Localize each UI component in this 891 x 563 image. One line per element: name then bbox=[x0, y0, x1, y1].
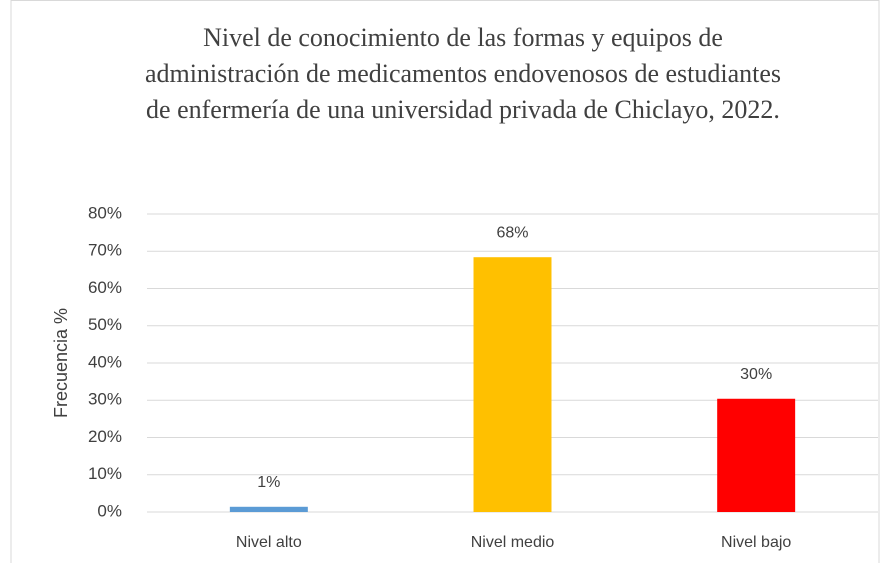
x-tick-label: Nivel medio bbox=[471, 534, 555, 551]
y-tick-label: 40% bbox=[88, 352, 122, 371]
y-tick-label: 50% bbox=[88, 315, 122, 334]
x-tick-label: Nivel bajo bbox=[721, 534, 791, 551]
bar bbox=[717, 398, 796, 512]
data-label: 1% bbox=[257, 474, 280, 491]
bar bbox=[229, 506, 308, 512]
chart-title: Nivel de conocimiento de las formas y eq… bbox=[144, 23, 782, 124]
y-tick-label: 80% bbox=[88, 203, 122, 222]
data-label: 30% bbox=[740, 366, 772, 383]
y-tick-label: 0% bbox=[97, 501, 122, 520]
x-tick-label: Nivel alto bbox=[236, 534, 302, 551]
data-label: 68% bbox=[496, 224, 528, 241]
y-tick-label: 30% bbox=[88, 390, 122, 409]
y-tick-label: 60% bbox=[88, 278, 122, 297]
chart-border bbox=[10, 0, 880, 563]
y-tick-label: 10% bbox=[88, 464, 122, 483]
y-tick-label: 20% bbox=[88, 427, 122, 446]
y-tick-label: 70% bbox=[88, 241, 122, 260]
bar bbox=[473, 257, 552, 512]
y-axis-label: Frecuencia % bbox=[51, 308, 71, 418]
